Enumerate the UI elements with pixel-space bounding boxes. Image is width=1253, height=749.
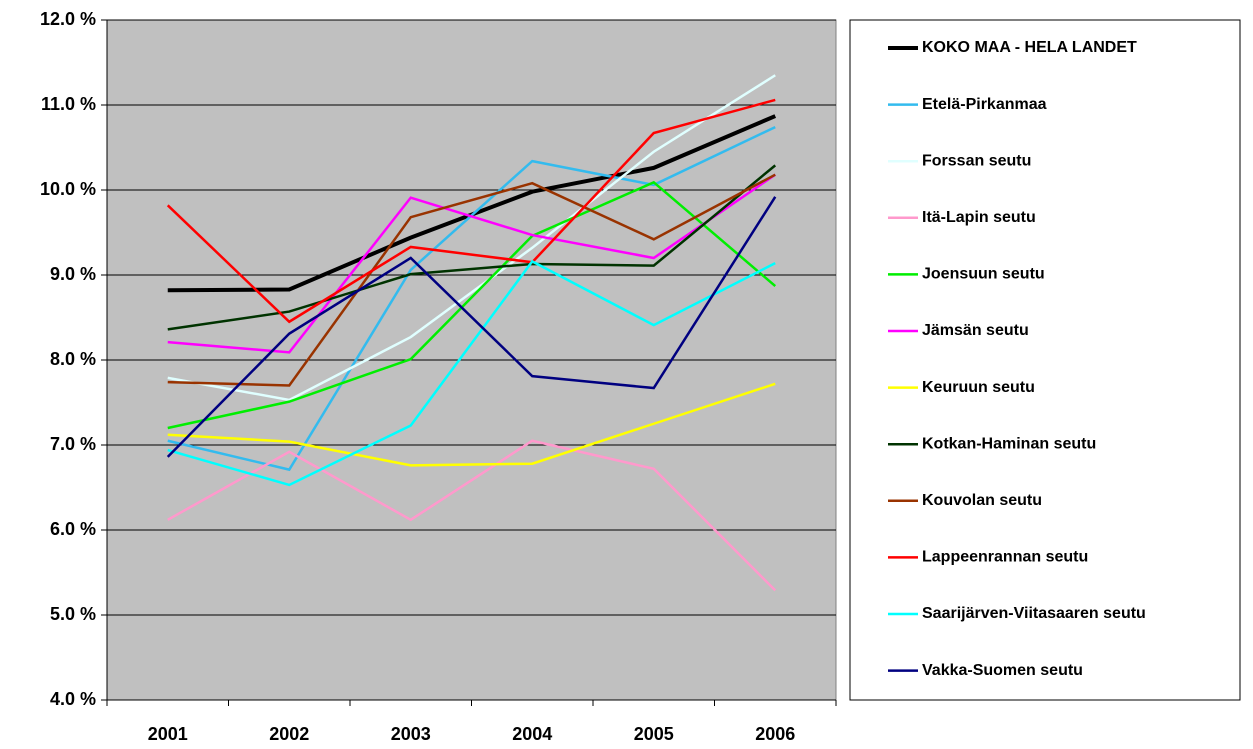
legend-label: Kotkan-Haminan seutu — [922, 435, 1096, 452]
x-tick-label: 2002 — [269, 724, 309, 744]
series-line — [167, 259, 776, 487]
y-tick-label: 9.0 % — [50, 264, 96, 284]
legend-label: KOKO MAA - HELA LANDET — [922, 39, 1137, 56]
legend-label: Etelä-Pirkanmaa — [922, 96, 1047, 113]
y-tick-label: 7.0 % — [50, 434, 96, 454]
series-line — [167, 164, 777, 331]
x-tick-label: 2004 — [512, 724, 552, 744]
legend-label: Itä-Lapin seutu — [922, 209, 1036, 226]
legend-label: Keuruun seutu — [922, 379, 1035, 396]
x-tick-label: 2006 — [755, 724, 795, 744]
series-line — [167, 74, 776, 402]
y-tick-label: 8.0 % — [50, 349, 96, 369]
legend-label: Jämsän seutu — [922, 322, 1029, 339]
x-tick-label: 2001 — [148, 724, 188, 744]
legend-box — [849, 19, 1241, 701]
legend-label: Kouvolan seutu — [922, 492, 1042, 509]
series-line — [167, 382, 776, 467]
x-tick-label: 2003 — [391, 724, 431, 744]
y-tick-label: 5.0 % — [50, 604, 96, 624]
series-line — [167, 173, 776, 387]
y-tick-label: 10.0 % — [40, 179, 96, 199]
legend-label: Forssan seutu — [922, 152, 1031, 169]
y-tick-label: 11.0 % — [41, 94, 96, 114]
series-line — [167, 439, 777, 592]
series-line — [167, 173, 776, 354]
y-tick-label: 12.0 % — [40, 9, 96, 29]
series-line — [167, 180, 777, 430]
y-tick-label: 4.0 % — [50, 689, 96, 709]
legend-label: Vakka-Suomen seutu — [922, 662, 1083, 679]
series-line — [166, 196, 777, 458]
legend-label: Saarijärven-Viitasaaren seutu — [922, 605, 1146, 622]
series-line — [166, 98, 776, 324]
x-tick-label: 2005 — [634, 724, 674, 744]
legend-label: Lappeenrannan seutu — [922, 549, 1088, 566]
y-tick-label: 6.0 % — [50, 519, 96, 539]
legend-label: Joensuun seutu — [922, 266, 1045, 283]
